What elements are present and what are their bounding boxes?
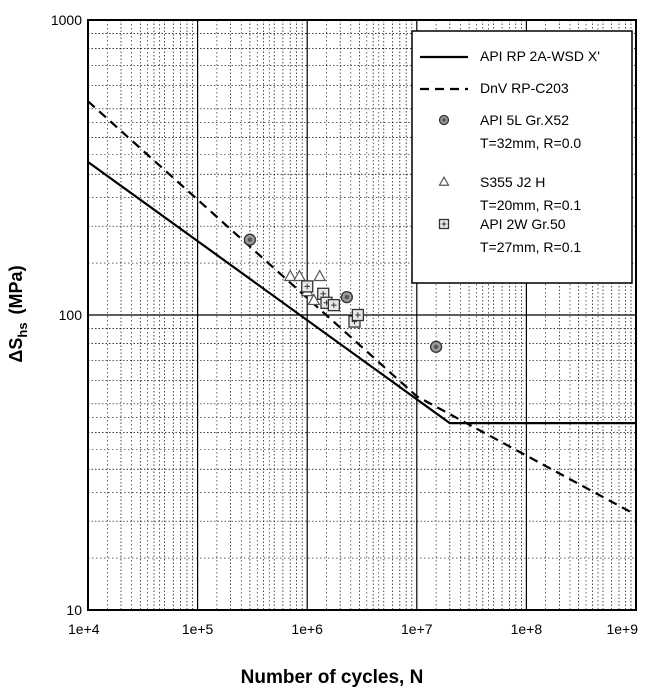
y-axis-title: ΔShs (MPa) xyxy=(6,265,30,362)
circle-marker-dot xyxy=(433,344,439,350)
x-tick-label: 1e+6 xyxy=(291,621,323,637)
legend-marker-symbol xyxy=(438,218,450,230)
legend-sublabel: T=32mm, R=0.0 xyxy=(480,135,581,151)
y-tick-label: 10 xyxy=(66,602,82,618)
circle-marker-dot xyxy=(247,237,253,242)
y-tick-label: 1000 xyxy=(51,12,82,28)
legend-entry: API 2W Gr.50 T=27mm, R=0.1 xyxy=(438,216,581,255)
legend-marker-symbol xyxy=(438,175,450,186)
square-data-point xyxy=(301,280,314,293)
y-axis-subscript: hs xyxy=(15,322,30,337)
triangle-data-point xyxy=(313,269,327,282)
legend-label: DnV RP-C203 xyxy=(480,80,569,96)
y-axis-symbol: ΔS xyxy=(6,338,26,363)
circle-data-point xyxy=(429,340,443,353)
triangle-data-point xyxy=(283,269,297,282)
legend-entry: API 5L Gr.X52 T=32mm, R=0.0 xyxy=(438,112,581,151)
circle-marker-dot xyxy=(344,294,350,300)
x-tick-label: 1e+8 xyxy=(511,621,543,637)
legend-label: API RP 2A-WSD X' xyxy=(480,48,600,64)
triangle-data-point xyxy=(307,293,321,306)
legend: API RP 2A-WSD X' DnV RP-C203 API 5L Gr.X52… xyxy=(411,30,633,284)
triangle-data-point xyxy=(292,269,306,282)
dnv-curve-line xyxy=(87,100,637,516)
triangle-marker xyxy=(438,175,450,186)
legend-marker-symbol xyxy=(438,114,450,126)
plot-frame xyxy=(87,19,637,611)
square-data-point xyxy=(351,308,365,322)
triangle-marker xyxy=(292,269,306,282)
triangle-marker xyxy=(307,293,321,306)
x-tick-label: 1e+4 xyxy=(68,621,100,637)
circle-marker-dot xyxy=(442,118,446,122)
legend-label: S355 J2 H xyxy=(480,174,545,190)
x-axis-title: Number of cycles, N xyxy=(241,667,424,688)
square-data-point xyxy=(327,298,340,312)
x-tick-label: 1e+5 xyxy=(182,621,214,637)
circle-data-point xyxy=(340,290,353,304)
legend-entry: API RP 2A-WSD X' xyxy=(420,48,600,64)
legend-entry: DnV RP-C203 xyxy=(420,80,569,96)
legend-label: API 2W Gr.50 xyxy=(480,216,566,232)
circle-data-point xyxy=(243,233,257,246)
legend-sublabel: T=27mm, R=0.1 xyxy=(480,239,581,255)
legend-label: API 5L Gr.X52 xyxy=(480,112,569,128)
y-axis-unit: (MPa) xyxy=(6,265,26,314)
y-tick-label: 100 xyxy=(59,307,83,323)
design-curves xyxy=(87,100,637,516)
legend-sublabel: T=20mm, R=0.1 xyxy=(480,197,581,213)
test-data-points xyxy=(243,233,443,353)
triangle-marker xyxy=(283,269,297,282)
tick-labels: 1e+4 1e+5 1e+6 1e+7 1e+8 1e+9 10 100 1000 xyxy=(51,12,638,637)
triangle-marker xyxy=(313,269,327,282)
legend-entry: S355 J2 H T=20mm, R=0.1 xyxy=(438,174,581,213)
legend-box xyxy=(411,30,633,284)
api-curve-line xyxy=(87,161,636,425)
x-tick-label: 1e+7 xyxy=(401,621,433,637)
x-tick-label: 1e+9 xyxy=(606,621,638,637)
